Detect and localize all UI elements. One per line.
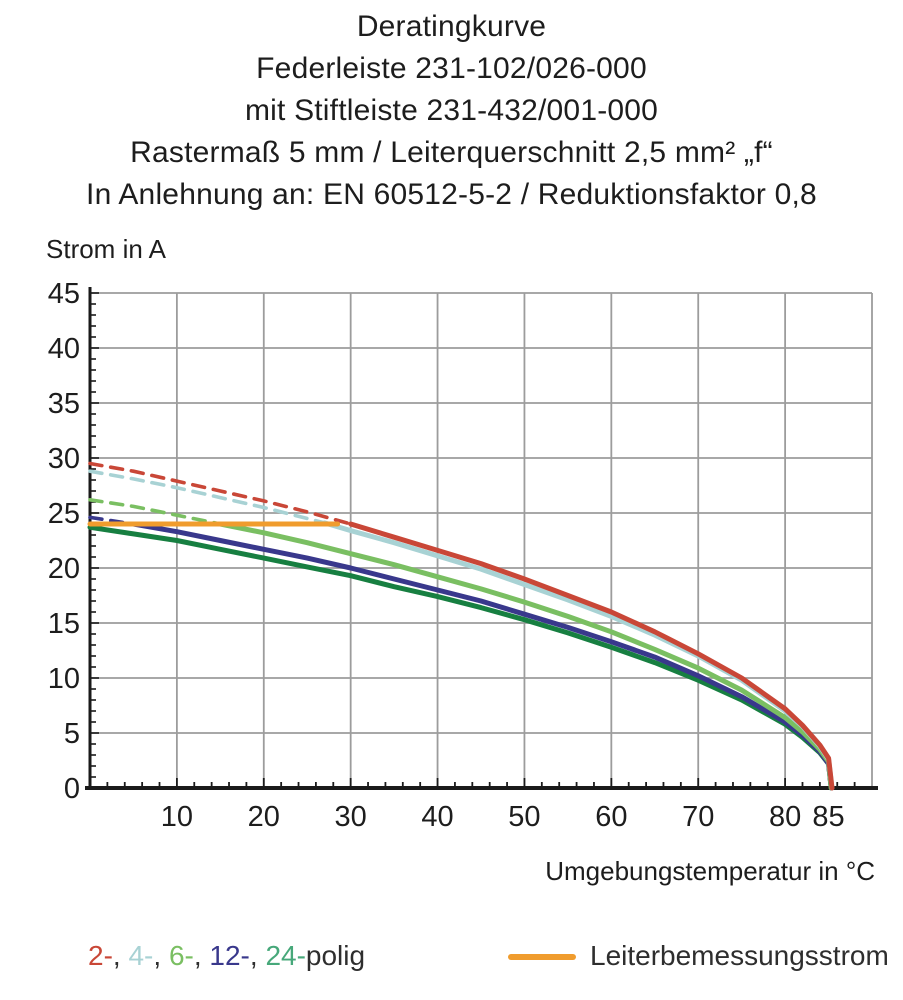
y-tick-label: 10 — [48, 663, 80, 695]
curve-4-polig-dashed — [88, 469, 327, 525]
y-tick-label: 45 — [48, 278, 80, 310]
legend-rated-current: Leiterbemessungsstrom — [508, 940, 889, 972]
legend-part: , — [112, 940, 129, 971]
curves — [87, 461, 835, 791]
y-tick-label: 25 — [48, 498, 80, 530]
y-tick-label: 0 — [64, 773, 80, 805]
axes — [85, 287, 878, 790]
title-line-5: In Anlehnung an: EN 60512-5-2 / Reduktio… — [86, 178, 817, 211]
legend-part: 6- — [168, 940, 194, 971]
legend-part: 2- — [88, 940, 113, 971]
x-tick-label: 85 — [812, 801, 844, 833]
y-tick-label: 5 — [64, 718, 80, 750]
legend-part: , — [249, 940, 266, 971]
legend-part: 4- — [128, 940, 154, 971]
curve-2-polig-dashed — [88, 461, 353, 526]
curve-12-polig-dashed — [88, 515, 136, 526]
x-tick-label: 20 — [248, 801, 280, 833]
x-tick-label: 30 — [335, 801, 367, 833]
x-tick-label: 60 — [595, 801, 627, 833]
legend-part: , — [193, 940, 210, 971]
x-axis-title: Umgebungstemperatur in °C — [545, 856, 875, 886]
title-block: Deratingkurve Federleiste 231-102/026-00… — [0, 6, 903, 216]
legend-part: polig — [305, 940, 366, 971]
title-line-2: Federleiste 231-102/026-000 — [256, 52, 647, 85]
curve-24-polig — [87, 524, 834, 791]
y-tick-label: 40 — [48, 333, 80, 365]
title-line-4: Rastermaß 5 mm / Leiterquerschnitt 2,5 m… — [130, 136, 773, 169]
legend-part: 24- — [265, 940, 306, 971]
curve-4-polig — [322, 520, 835, 791]
grid — [90, 292, 873, 788]
y-tick-label: 35 — [48, 388, 80, 420]
curve-6-polig-dashed — [88, 497, 223, 526]
legend-part: , — [153, 940, 169, 971]
y-axis-title: Strom in A — [46, 234, 166, 264]
legend-part: 12- — [209, 940, 250, 971]
y-tick-label: 20 — [48, 553, 80, 585]
curve-2-polig — [348, 521, 835, 791]
x-tick-label: 70 — [682, 801, 714, 833]
y-tick-label: 30 — [48, 443, 80, 475]
rated-current-line-swatch — [508, 954, 576, 960]
x-tick-label: 80 — [769, 801, 801, 833]
title-line-3: mit Stiftleiste 231-432/001-000 — [244, 94, 659, 127]
x-tick-label: 10 — [161, 801, 193, 833]
rated-current-label: Leiterbemessungsstrom — [590, 940, 889, 971]
curve-6-polig — [217, 521, 834, 791]
x-tick-label: 40 — [421, 801, 453, 833]
y-tick-label: 15 — [48, 608, 80, 640]
ticks — [89, 292, 856, 789]
title-line-1: Deratingkurve — [356, 10, 547, 43]
tick-labels: 0 5 10 15 20 25 30 35 40 45 10 20 30 40 50 60 70 80 85 — [48, 278, 845, 833]
x-tick-label: 50 — [508, 801, 540, 833]
legend-row: 2-, 4-, 6-, 12-, 24-polig Leiterbemessun… — [0, 938, 903, 984]
legend-pole-counts: 2-, 4-, 6-, 12-, 24-polig — [88, 940, 365, 972]
curve-12-polig — [130, 521, 834, 791]
